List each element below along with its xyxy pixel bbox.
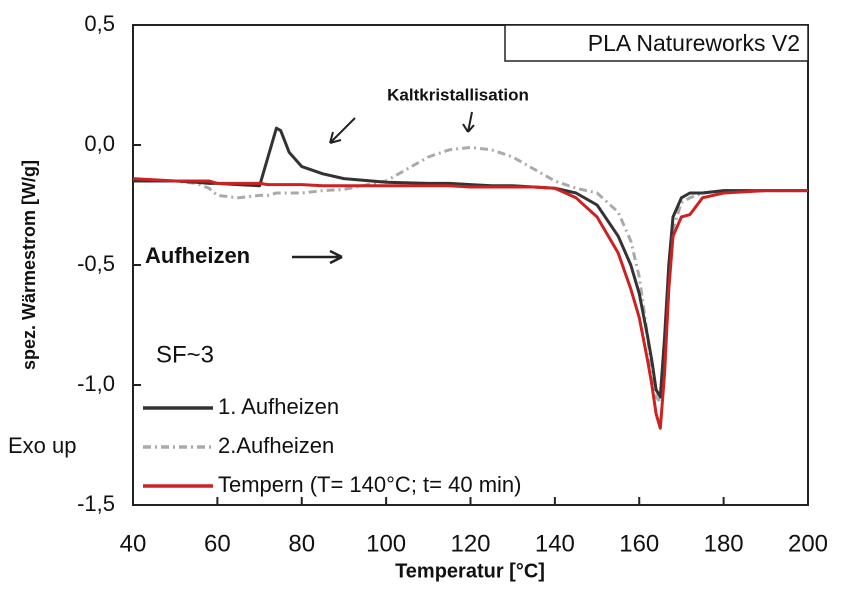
y-tick-label: -1,5: [77, 491, 115, 516]
x-tick-label: 120: [450, 530, 490, 557]
legend-label: 2.Aufheizen: [218, 433, 334, 458]
annotation: Kaltkristallisation: [387, 85, 529, 104]
y-tick-label: 0,0: [84, 131, 115, 156]
x-tick-label: 200: [788, 530, 828, 557]
y-tick-label: -1,0: [77, 371, 115, 396]
x-axis-label: Temperatur [°C]: [395, 560, 545, 582]
annotation: SF~3: [156, 341, 214, 368]
x-tick-label: 140: [535, 530, 575, 557]
x-tick-label: 160: [619, 530, 659, 557]
annotation: Exo up: [8, 433, 77, 458]
arrow: [462, 111, 475, 133]
x-tick-label: 180: [704, 530, 744, 557]
x-tick-label: 60: [204, 530, 231, 557]
chart-title: PLA Natureworks V2: [588, 30, 800, 56]
x-tick-label: 80: [288, 530, 315, 557]
x-tick-label: 40: [120, 530, 147, 557]
y-axis-label: spez. Wärmestrom [W/g]: [19, 160, 39, 370]
arrow: [329, 117, 356, 144]
legend-label: 1. Aufheizen: [218, 394, 339, 419]
legend-label: Tempern (T= 140°C; t= 40 min): [218, 472, 521, 497]
y-tick-label: -0,5: [77, 251, 115, 276]
annotation: Aufheizen: [145, 243, 250, 268]
x-tick-label: 100: [366, 530, 406, 557]
y-tick-label: 0,5: [84, 11, 115, 36]
arrow: [292, 249, 343, 265]
title-box: [504, 24, 809, 62]
data-line: [132, 177, 808, 430]
legend: 1. Aufheizen 2.Aufheizen Tempern (T= 140°C…: [143, 394, 521, 497]
